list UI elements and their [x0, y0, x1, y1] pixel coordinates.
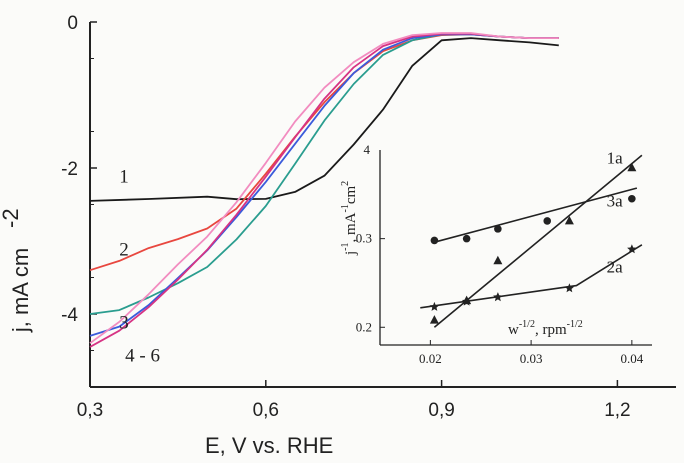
inset-point-2a	[564, 283, 575, 293]
inset-point-3a	[430, 236, 439, 245]
inset-y-tick-label: 0.3	[356, 231, 372, 246]
inset-x-tick-label: 0.04	[620, 351, 643, 366]
y-axis-title: j, mA cm	[8, 248, 33, 333]
x-tick-label: 1,2	[604, 400, 630, 421]
inset-point-3a	[462, 234, 471, 243]
x-tick-label: 0,6	[253, 400, 279, 421]
y-axis-title-sup: -2	[0, 208, 23, 228]
series-line-3	[89, 33, 559, 315]
main-curve-labels: 1 2 3 4 - 6	[119, 167, 160, 367]
inset-point-3a	[494, 225, 502, 233]
inset-plot: 0.02 0.03 0.04 0.2 0.3 4 w-1/2, rpm-1/2 j-1, mA…	[340, 142, 652, 366]
inset-fit-line-2a	[420, 244, 643, 309]
y-tick-label: -2	[61, 159, 78, 180]
svg-text:j-1, mA-1cm2: j-1, mA-1cm2	[340, 181, 359, 256]
x-tick-label: 0,9	[428, 400, 454, 421]
y-tick-label: -4	[61, 305, 78, 326]
inset-fit-line-1a	[433, 154, 643, 328]
inset-y-tick-label: 0.2	[356, 319, 372, 334]
inset-x-tick-label: 0.02	[419, 351, 442, 366]
inset-series-label-3a: 3a	[607, 192, 624, 211]
inset-point-3a	[543, 217, 552, 225]
curve-label-2: 2	[119, 240, 129, 261]
inset-fit-line-3a	[434, 187, 638, 243]
x-tick-label: 0,3	[77, 400, 103, 421]
curve-label-1: 1	[119, 167, 129, 188]
inset-y-axis-title: j-1, mA-1cm2	[340, 181, 359, 256]
inset-point-2a	[461, 296, 472, 306]
inset-point-3a	[628, 194, 636, 203]
series-line-2	[89, 33, 559, 272]
inset-x-tick-label: 0.03	[520, 351, 543, 366]
inset-point-1a	[429, 315, 439, 324]
series-line-6	[89, 32, 559, 344]
inset-point-2a	[493, 292, 503, 302]
curve-label-3: 3	[119, 313, 129, 334]
series-line-5	[89, 32, 559, 348]
inset-series-label-2a: 2a	[607, 257, 624, 276]
inset-y-top-tick-label: 4	[364, 142, 371, 157]
main-series-group	[89, 32, 559, 348]
series-line-1	[89, 37, 559, 202]
inset-point-1a	[493, 255, 503, 265]
inset-point-1a	[564, 215, 574, 225]
y-axis-title-group: j, mA cm -2	[0, 208, 33, 333]
x-axis-title: E, V vs. RHE	[205, 433, 333, 458]
inset-point-1a	[627, 162, 637, 172]
y-tick-label: 0	[67, 13, 78, 34]
curve-label-4: 4 - 6	[125, 345, 160, 366]
main-axes: 0,3 0,6 0,9 1,2 0 -2 -4	[61, 13, 676, 421]
inset-point-2a	[627, 244, 637, 254]
inset-point-2a	[429, 301, 440, 311]
inset-x-axis-title: w-1/2, rpm-1/2	[508, 319, 583, 338]
series-line-4	[89, 33, 559, 337]
inset-series-label-1a: 1a	[607, 148, 624, 167]
